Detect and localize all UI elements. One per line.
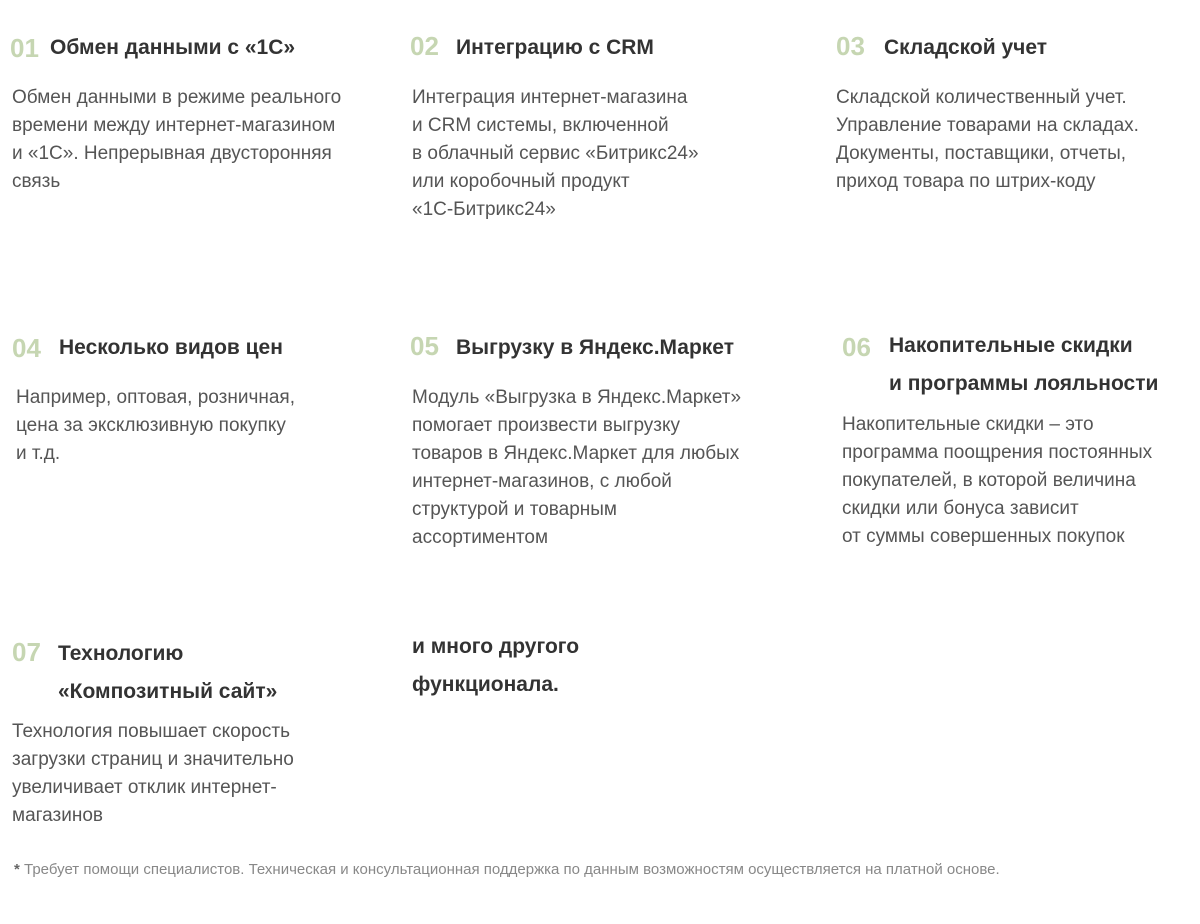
feature-number: 06 [842,332,871,362]
feature-title: Обмен данными с «1С» [50,36,296,59]
feature-title: Накопительные скидки и программы лояльно… [889,334,1159,395]
feature-number: 02 [410,31,439,61]
feature-text: Технология повышает скорость загрузки ст… [12,721,294,826]
feature-number: 01 [10,33,39,63]
feature-title: Интеграцию с CRM [456,36,654,59]
feature-number: 04 [12,333,41,363]
feature-text: Обмен данными в режиме реального времени… [12,87,342,192]
feature-number: 05 [410,331,439,361]
more-features-text: и много другого функционала. [412,635,580,696]
feature-title: Складской учет [884,36,1048,59]
feature-text: Складской количественный учет. Управлени… [836,87,1139,192]
feature-title: Технологию «Композитный сайт» [58,642,278,703]
feature-number: 07 [12,637,41,667]
footnote-asterisk: * [14,861,20,878]
feature-text: Накопительные скидки – это программа поо… [842,414,1153,547]
feature-title: Выгрузку в Яндекс.Маркет [456,336,734,359]
feature-text: Модуль «Выгрузка в Яндекс.Маркет» помога… [412,387,742,548]
feature-text: Например, оптовая, розничная, цена за эк… [16,387,295,464]
footnote-text: Требует помощи специалистов. Техническая… [19,861,1000,878]
feature-text: Интеграция интернет-магазина и CRM систе… [412,87,699,220]
footnote: * Требует помощи специалистов. Техническ… [14,861,1000,878]
feature-number: 03 [836,31,865,61]
feature-title: Несколько видов цен [59,336,283,359]
